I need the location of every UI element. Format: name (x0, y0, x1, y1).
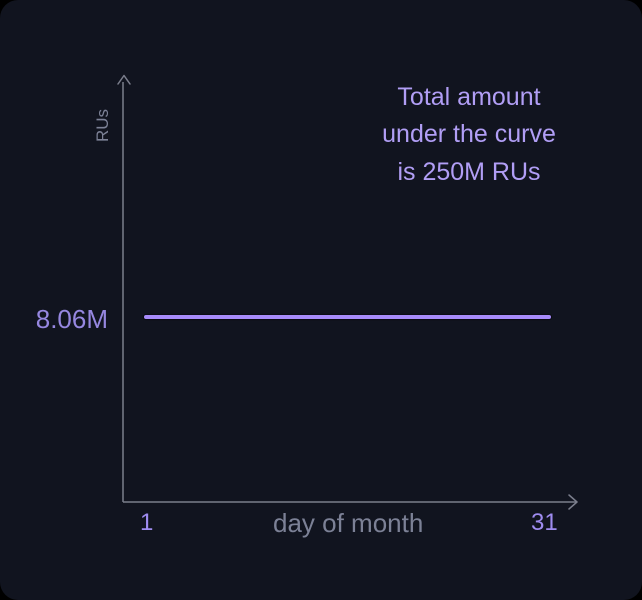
svg-text:RUs: RUs (93, 109, 112, 142)
